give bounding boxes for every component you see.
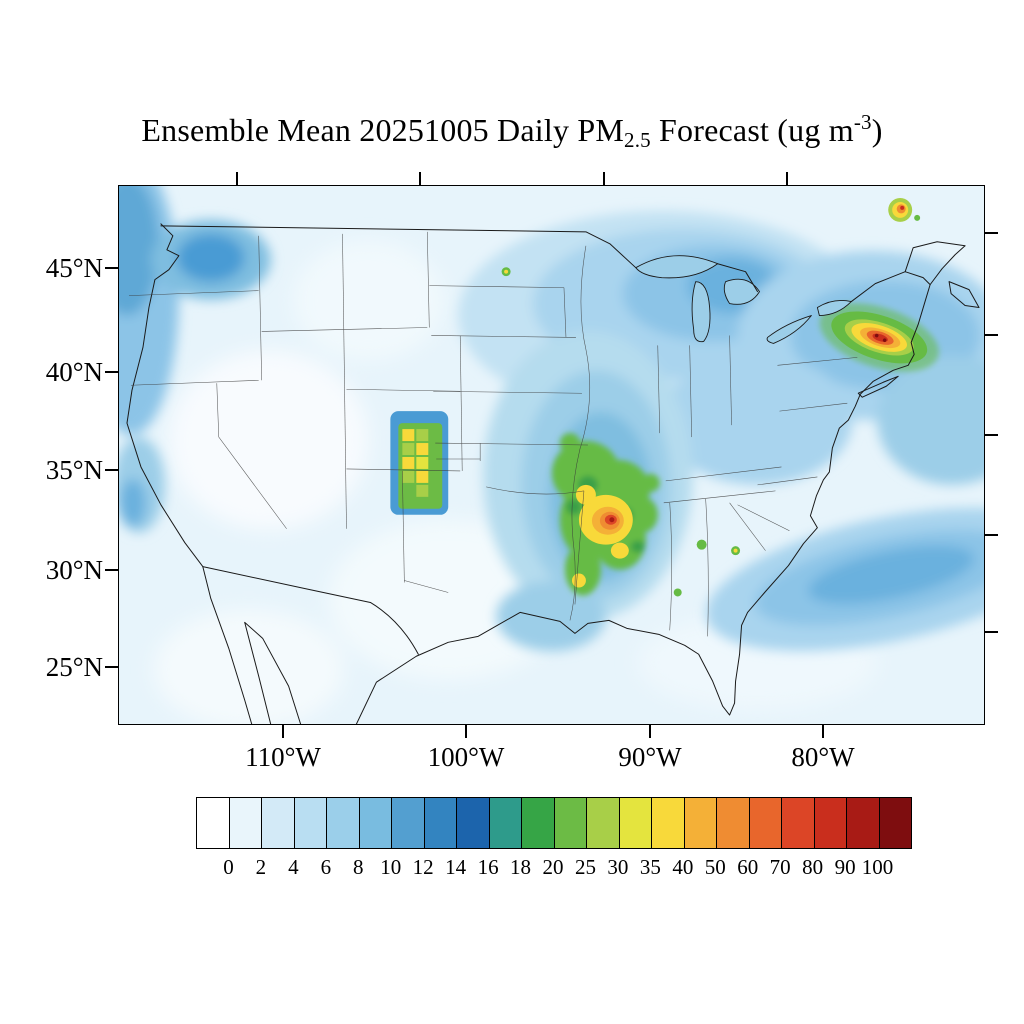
left-tick-mark <box>105 666 118 668</box>
colorbar-label: 14 <box>445 855 467 879</box>
colorbar-label: 100 <box>861 855 894 879</box>
colorbar-cell <box>359 798 392 848</box>
title-prefix: Ensemble Mean 20251005 Daily PM <box>141 112 624 148</box>
colorbar-label: 80 <box>802 855 824 879</box>
colorbar-label: 35 <box>639 855 661 879</box>
colorbar-cell <box>619 798 652 848</box>
y-axis-label: 25°N <box>45 652 103 682</box>
colorbar-cell <box>327 798 360 848</box>
colorbar-label: 6 <box>320 855 332 879</box>
colorbar-label: 70 <box>769 855 791 879</box>
colorbar-cell <box>262 798 295 848</box>
colorbar-label: 8 <box>353 855 364 879</box>
colorbar <box>196 797 912 849</box>
y-axis-label: 30°N <box>45 555 103 585</box>
left-tick-mark <box>105 469 118 471</box>
colorbar-label: 60 <box>737 855 759 879</box>
colorbar-label: 0 <box>223 855 234 879</box>
coastline-borders <box>126 223 980 724</box>
new-england-hotspot <box>819 303 939 372</box>
colorbar-cell <box>879 798 911 848</box>
y-axis-label: 40°N <box>45 357 103 387</box>
colorbar-cell <box>489 798 522 848</box>
colorbar-label: 12 <box>412 855 434 879</box>
map-frame <box>118 185 985 725</box>
colorbar-cell <box>587 798 620 848</box>
colorbar-label: 90 <box>834 855 856 879</box>
colorbar-cell <box>424 798 457 848</box>
bottom-tick-mark <box>649 725 651 738</box>
x-axis-label: 90°W <box>618 742 682 772</box>
x-axis-label: 100°W <box>427 742 505 772</box>
central-hotspot-core <box>571 484 633 588</box>
right-tick-mark <box>985 434 998 436</box>
colorbar-label: 30 <box>607 855 629 879</box>
left-tick-mark <box>105 569 118 571</box>
maine-border-hotspot <box>888 197 921 222</box>
colorbar-label: 4 <box>288 855 299 879</box>
colorbar-cell <box>522 798 555 848</box>
colorbar-label: 2 <box>255 855 267 879</box>
right-tick-mark <box>985 334 998 336</box>
colorbar-cell <box>782 798 815 848</box>
colorbar-cell <box>294 798 327 848</box>
colorbar-cell <box>392 798 425 848</box>
top-tick-mark <box>419 172 421 185</box>
figure-title: Ensemble Mean 20251005 Daily PM2.5 Forec… <box>0 110 1024 153</box>
colorbar-cell <box>229 798 262 848</box>
right-tick-mark <box>985 534 998 536</box>
right-tick-mark <box>985 631 998 633</box>
colorbar-cell <box>717 798 750 848</box>
pm25-concentration-map <box>119 186 984 724</box>
state-boundaries <box>128 231 858 637</box>
new-mexico-hotspot <box>390 411 449 515</box>
y-axis-label: 45°N <box>45 253 103 283</box>
title-subscript: 2.5 <box>624 128 651 152</box>
title-middle: Forecast (ug m <box>650 112 854 148</box>
colorbar-label: 20 <box>542 855 564 879</box>
top-tick-mark <box>786 172 788 185</box>
bottom-tick-mark <box>465 725 467 738</box>
title-suffix: ) <box>871 112 883 148</box>
bottom-tick-mark <box>282 725 284 738</box>
colorbar-cell <box>814 798 847 848</box>
left-tick-mark <box>105 267 118 269</box>
colorbar-cell <box>847 798 880 848</box>
colorbar-cell <box>554 798 587 848</box>
bottom-tick-mark <box>822 725 824 738</box>
colorbar-label: 10 <box>380 855 402 879</box>
colorbar-cell <box>749 798 782 848</box>
right-tick-mark <box>985 232 998 234</box>
left-tick-mark <box>105 371 118 373</box>
x-axis-label: 80°W <box>791 742 855 772</box>
y-axis-label: 35°N <box>45 455 103 485</box>
colorbar-cell <box>652 798 685 848</box>
colorbar-label: 18 <box>510 855 532 879</box>
colorbar-cell <box>684 798 717 848</box>
colorbar-label: 16 <box>477 855 499 879</box>
x-axis-label: 110°W <box>245 742 321 772</box>
title-superscript: -3 <box>853 110 872 134</box>
great-lakes <box>635 255 852 344</box>
colorbar-cell <box>197 798 230 848</box>
colorbar-cell <box>457 798 490 848</box>
scattered-small-hotspots <box>501 267 741 597</box>
colorbar-label: 40 <box>672 855 694 879</box>
top-tick-mark <box>236 172 238 185</box>
top-tick-mark <box>603 172 605 185</box>
colorbar-label: 25 <box>574 855 596 879</box>
colorbar-label: 50 <box>704 855 726 879</box>
